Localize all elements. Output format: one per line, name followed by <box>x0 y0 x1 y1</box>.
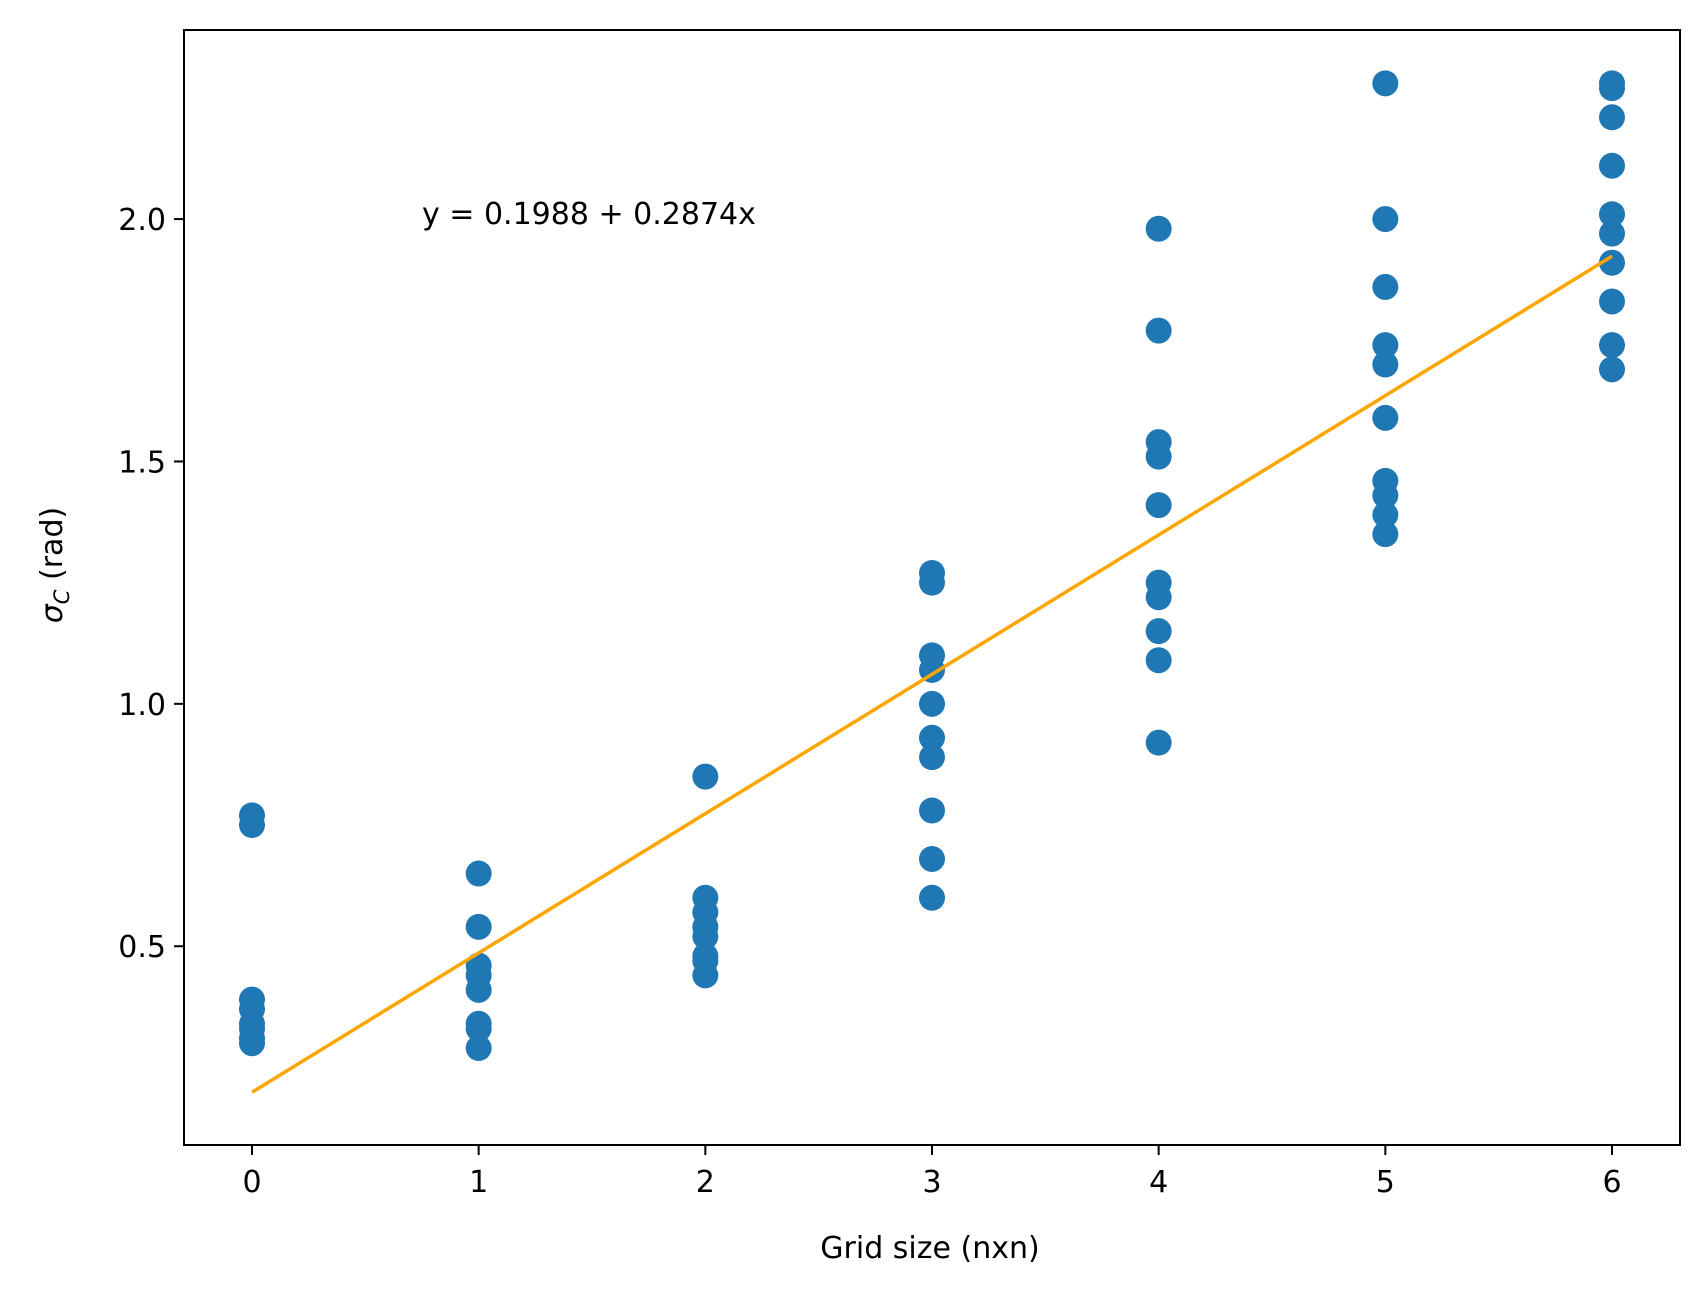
y-tick-label: 1.0 <box>118 688 166 723</box>
data-point <box>465 1015 492 1042</box>
data-point <box>1372 501 1399 528</box>
data-point <box>1599 332 1625 359</box>
data-point <box>919 797 945 824</box>
data-point <box>465 1035 492 1062</box>
data-point <box>919 690 945 717</box>
fit-line <box>251 254 1613 1094</box>
data-point <box>465 860 492 887</box>
y-axis-label-subscript: C <box>50 589 74 604</box>
data-point <box>1372 70 1399 97</box>
data-point <box>1372 206 1399 233</box>
data-point <box>1372 273 1399 300</box>
data-point <box>1145 492 1172 519</box>
y-tick-label: 1.5 <box>118 445 166 480</box>
x-tick-label: 2 <box>696 1165 715 1200</box>
data-point <box>239 812 265 839</box>
data-point <box>1372 482 1399 509</box>
data-point <box>919 744 945 771</box>
x-tick-label: 6 <box>1602 1165 1621 1200</box>
x-tick-label: 1 <box>469 1165 488 1200</box>
data-point <box>1599 220 1625 247</box>
x-tick-label: 5 <box>1376 1165 1395 1200</box>
data-point <box>1599 152 1625 179</box>
data-point <box>1145 647 1172 674</box>
y-tick-label: 2.0 <box>118 203 166 238</box>
data-point <box>919 884 945 911</box>
data-point <box>1372 521 1399 548</box>
y-axis-label-symbol: σ <box>35 603 70 623</box>
data-point <box>919 724 945 751</box>
data-point <box>1599 288 1625 315</box>
y-axis-label-unit: (rad) <box>35 507 70 590</box>
y-tick-label: 0.5 <box>118 930 166 965</box>
data-point <box>465 913 492 940</box>
data-point <box>1145 443 1172 470</box>
y-axis-label: σC (rad) <box>35 507 74 623</box>
data-point <box>1145 729 1172 756</box>
data-point <box>1145 215 1172 242</box>
data-point <box>692 763 719 790</box>
axis-ticks: 0 1 2 3 4 5 6 0.5 1.0 1.5 2.0 <box>118 203 1621 1200</box>
data-point <box>1145 618 1172 645</box>
fit-equation-annotation: y = 0.1988 + 0.2874x <box>422 197 756 232</box>
x-axis-label: Grid size (nxn) <box>820 1231 1039 1266</box>
data-point <box>919 569 945 596</box>
data-point <box>1599 75 1625 102</box>
data-point <box>692 923 719 950</box>
data-point <box>1372 404 1399 431</box>
data-point <box>1372 332 1399 359</box>
x-tick-label: 4 <box>1149 1165 1168 1200</box>
data-point <box>692 962 719 989</box>
data-point <box>1145 317 1172 344</box>
plot-frame <box>183 29 1681 1146</box>
x-tick-label: 3 <box>922 1165 941 1200</box>
data-point <box>1372 351 1399 378</box>
data-point <box>1599 249 1625 276</box>
data-point <box>1599 356 1625 383</box>
data-point <box>1145 584 1172 611</box>
x-tick-label: 0 <box>242 1165 261 1200</box>
data-point <box>1599 104 1625 131</box>
data-points <box>239 70 1625 1062</box>
data-point <box>465 976 492 1003</box>
data-point <box>919 845 945 872</box>
data-point <box>1599 201 1625 228</box>
data-point <box>239 1030 265 1057</box>
fit-line-layer <box>251 254 1613 1094</box>
